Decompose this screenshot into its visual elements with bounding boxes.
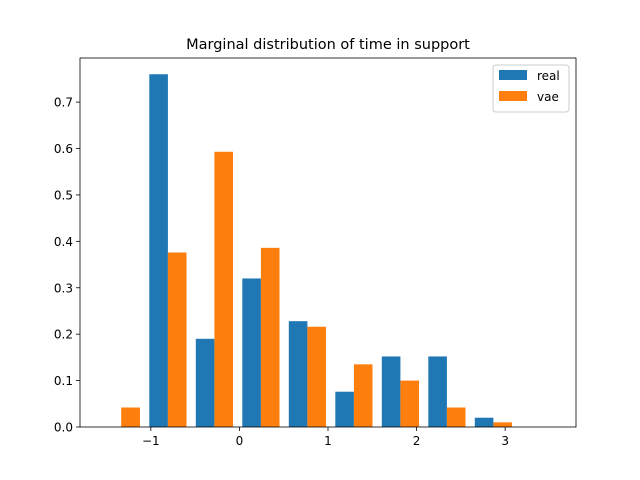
- bar-vae-1: [167, 252, 187, 427]
- bar-real-4: [288, 321, 308, 427]
- bar-vae-5: [353, 364, 373, 427]
- y-tick-label: 0.5: [54, 188, 73, 202]
- bar-real-7: [428, 356, 447, 427]
- bar-vae-4: [307, 326, 327, 427]
- y-axis-ticks: 0.0 0.1 0.2 0.3 0.4 0.5 0.6 0.7: [54, 96, 80, 435]
- y-tick-label: 0.6: [54, 142, 73, 156]
- bar-real-5: [335, 391, 354, 427]
- y-tick-label: 0.0: [54, 421, 73, 435]
- bar-real-6: [381, 356, 401, 427]
- bar-vae-7: [446, 407, 466, 427]
- bar-vae-8: [493, 422, 513, 427]
- y-tick-label: 0.4: [54, 235, 73, 249]
- chart-title: Marginal distribution of time in support: [186, 37, 470, 53]
- x-tick-label: 1: [324, 434, 332, 448]
- legend-swatch-real: [499, 70, 527, 80]
- y-tick-label: 0.7: [54, 96, 73, 110]
- legend-label-real: real: [537, 69, 560, 83]
- y-tick-label: 0.3: [54, 281, 73, 295]
- x-axis-ticks: −1 0 1 2 3: [142, 427, 509, 448]
- x-tick-label: −1: [142, 434, 160, 448]
- legend: real vae: [492, 64, 570, 113]
- bar-vae-2: [214, 151, 234, 427]
- legend-label-vae: vae: [537, 90, 559, 104]
- x-tick-label: 3: [501, 434, 509, 448]
- bars-group: [121, 74, 513, 427]
- bar-vae-3: [260, 247, 280, 427]
- bar-real-1: [149, 74, 168, 427]
- bar-vae-0: [121, 407, 140, 427]
- bar-real-8: [474, 417, 494, 427]
- x-tick-label: 2: [413, 434, 421, 448]
- bar-real-3: [242, 278, 261, 427]
- bar-real-2: [195, 338, 215, 427]
- x-tick-label: 0: [236, 434, 244, 448]
- y-tick-label: 0.1: [54, 374, 73, 388]
- bar-vae-6: [400, 380, 420, 427]
- plot-frame: [79, 57, 577, 428]
- y-tick-label: 0.2: [54, 328, 73, 342]
- legend-swatch-vae: [499, 91, 527, 101]
